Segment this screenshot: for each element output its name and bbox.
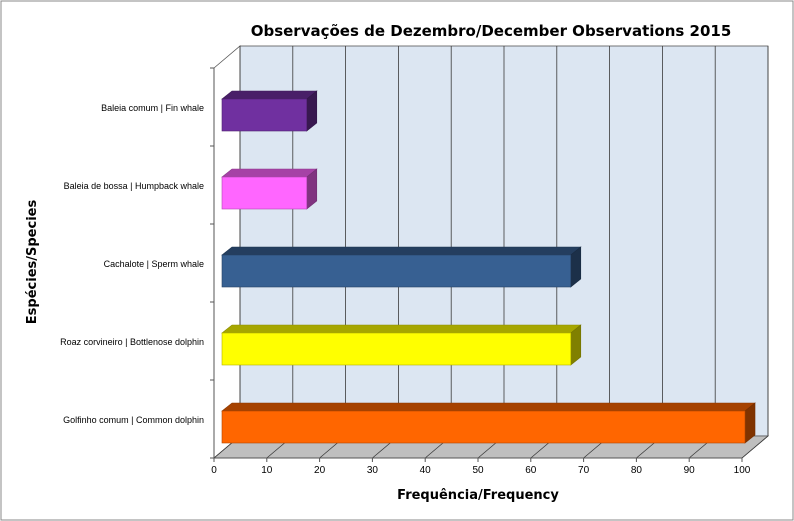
- x-tick-label: 10: [261, 465, 273, 476]
- x-tick-label: 80: [631, 465, 643, 476]
- bar-top-face: [221, 324, 582, 334]
- bar-top-face: [221, 90, 318, 100]
- x-tick-label: 20: [314, 465, 326, 476]
- bar: [221, 410, 746, 444]
- bar: [221, 254, 572, 288]
- bar: [221, 332, 572, 366]
- y-category-label: Baleia de bossa | Humpback whale: [64, 181, 204, 191]
- bar: [221, 98, 308, 132]
- x-tick-label: 70: [578, 465, 590, 476]
- chart-title: Observações de Dezembro/December Observa…: [251, 22, 732, 40]
- floor-gridline: [741, 435, 769, 459]
- bar-top-face: [221, 168, 318, 178]
- y-category-label: Roaz corvineiro | Bottlenose dolphin: [60, 337, 204, 347]
- y-axis-title: Espécies/Species: [25, 200, 40, 325]
- x-tick-label: 100: [734, 465, 751, 476]
- bar-top-face: [221, 246, 582, 256]
- x-tick-label: 60: [525, 465, 537, 476]
- x-tick-label: 0: [211, 465, 217, 476]
- x-tick-label: 90: [684, 465, 696, 476]
- y-category-label: Golfinho comum | Common dolphin: [63, 415, 204, 425]
- bar-top-face: [221, 402, 756, 412]
- x-axis-title: Frequência/Frequency: [397, 488, 559, 503]
- x-tick-label: 30: [367, 465, 379, 476]
- y-category-label: Baleia comum | Fin whale: [101, 103, 204, 113]
- bar: [221, 176, 308, 210]
- x-tick-label: 40: [420, 465, 432, 476]
- x-tick-label: 50: [472, 465, 484, 476]
- y-category-label: Cachalote | Sperm whale: [104, 259, 204, 269]
